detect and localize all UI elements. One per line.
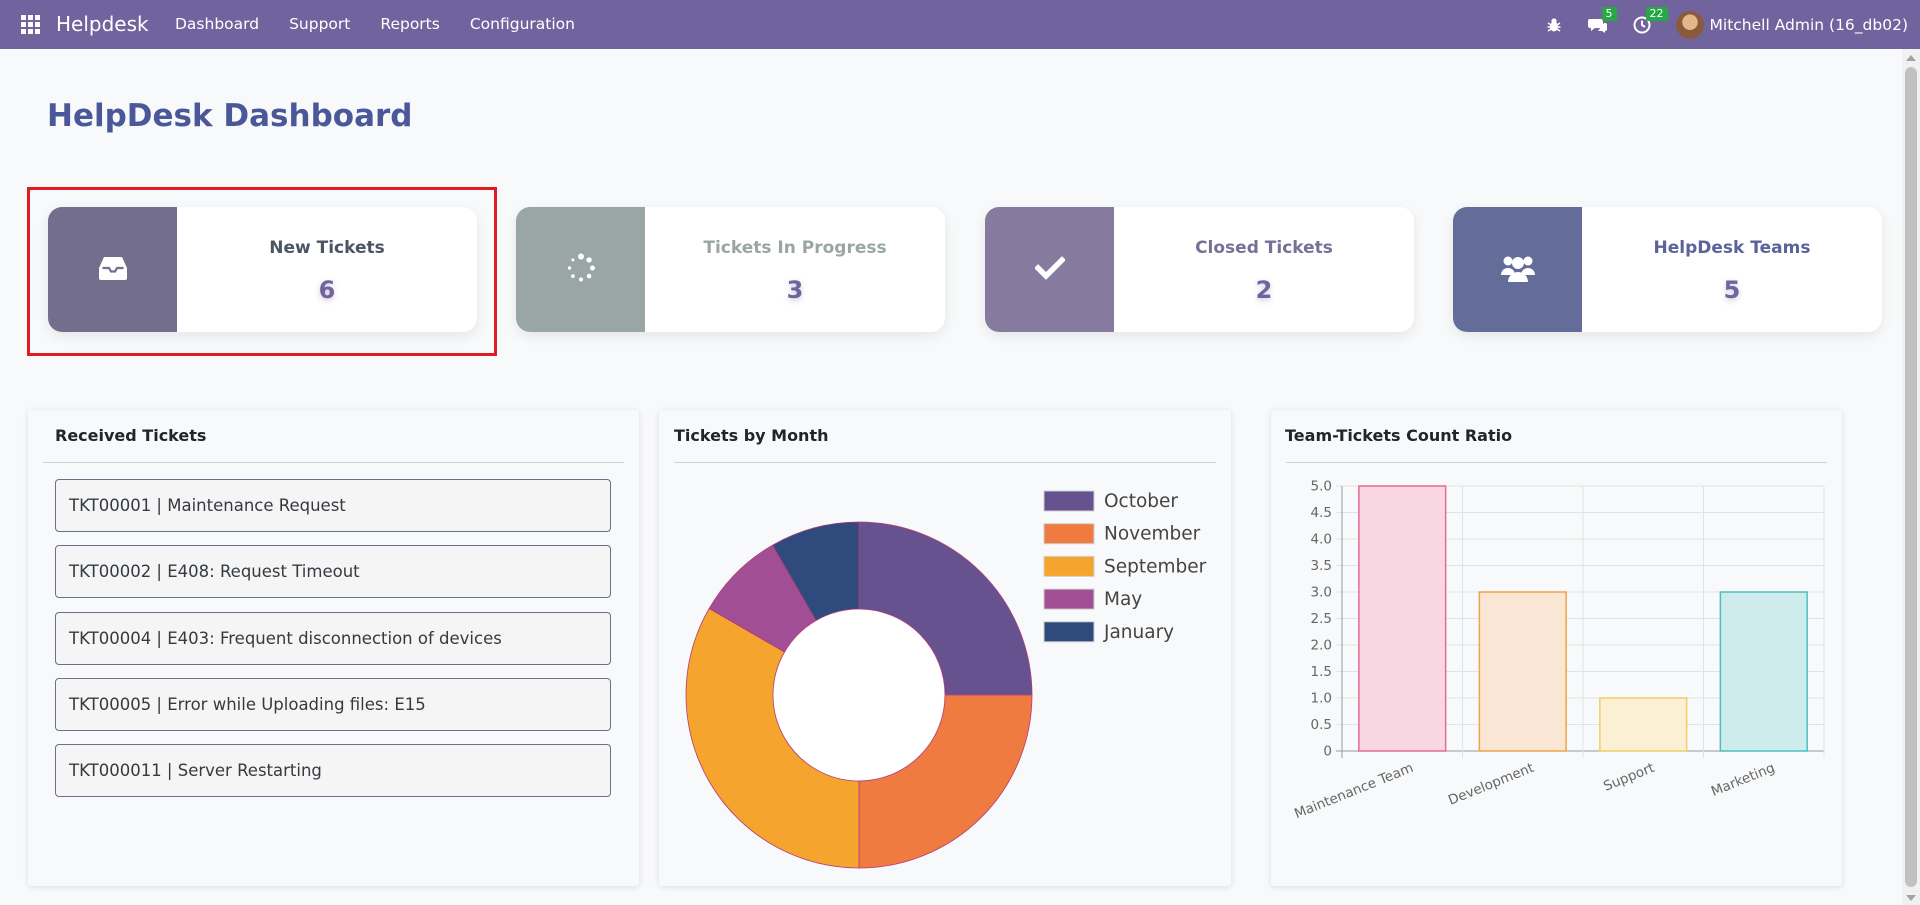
y-tick-label: 0 [1323,744,1332,760]
inbox-icon [98,255,128,285]
legend-label[interactable]: January [1103,622,1174,643]
legend-label[interactable]: May [1104,589,1142,610]
y-tick-label: 4.5 [1311,505,1332,521]
ticket-item[interactable]: TKT000011 | Server Restarting [55,744,611,797]
y-tick-label: 2.5 [1311,611,1332,627]
menu-configuration[interactable]: Configuration [469,15,575,33]
legend-swatch [1043,555,1095,577]
legend-swatch [1043,490,1095,512]
navbar-systray: 5 22 Mitchell Admin (16_db02) [1544,0,1920,49]
menu-support[interactable]: Support [289,15,351,33]
activities-badge: 22 [1645,6,1668,21]
card-value: 5 [1723,275,1741,304]
card-label: Closed Tickets [1195,237,1333,258]
ticket-item[interactable]: TKT00005 | Error while Uploading files: … [55,678,611,731]
received-tickets-panel: Received Tickets TKT00001 | Maintenance … [28,410,639,886]
menu-reports[interactable]: Reports [380,15,440,33]
panel-title: Team-Tickets Count Ratio [1285,426,1513,445]
ticket-item[interactable]: TKT00002 | E408: Request Timeout [55,545,611,598]
helpdesk-teams-card[interactable]: HelpDesk Teams 5 [1453,207,1882,332]
menu-dashboard[interactable]: Dashboard [175,15,260,33]
closed-tickets-card[interactable]: Closed Tickets 2 [985,207,1414,332]
legend-swatch [1043,588,1095,610]
card-value: 6 [318,275,336,304]
donut-hole [774,610,944,780]
chat-icon[interactable]: 5 [1587,6,1617,35]
scroll-down-arrow-icon[interactable] [1906,895,1916,901]
legend-swatch [1043,523,1095,545]
card-value: 2 [1255,275,1273,304]
main-menu: Dashboard Support Reports Configuration [175,15,605,33]
legend-label[interactable]: September [1104,556,1207,577]
app-brand[interactable]: Helpdesk [56,12,149,36]
y-tick-label: 1.0 [1311,691,1332,707]
avatar[interactable] [1675,10,1704,39]
ticket-item[interactable]: TKT00001 | Maintenance Request [55,479,611,532]
user-menu[interactable]: Mitchell Admin (16_db02) [1709,15,1908,34]
ticket-item[interactable]: TKT00004 | E403: Frequent disconnection … [55,612,611,665]
panel-title: Tickets by Month [674,426,829,445]
bar-maintenance-team[interactable] [1358,485,1447,752]
x-tick-label: Development [1446,760,1536,809]
card-value: 3 [786,275,804,304]
team-tickets-panel: Team-Tickets Count Ratio 0 0.5 1.0 1.5 2.0 2.… [1271,410,1842,886]
x-tick-label: Support [1601,760,1656,795]
new-tickets-card[interactable]: New Tickets 6 [48,207,477,332]
check-icon [1033,255,1066,284]
tickets-by-month-panel: Tickets by Month October November Septembe… [659,410,1231,886]
spinner-icon [566,253,596,287]
y-tick-label: 3.0 [1311,585,1332,601]
page-scrollbar[interactable] [1902,49,1920,905]
team-tickets-chart: 0 0.5 1.0 1.5 2.0 2.5 3.0 3.5 4.0 4.5 5.0 Maintenan… [1292,479,1825,822]
donut-slice-november[interactable] [858,694,1033,869]
card-icon-area [516,207,645,332]
top-navbar: Helpdesk Dashboard Support Reports Confi… [0,0,1920,49]
panel-title: Received Tickets [55,426,207,445]
bar-support[interactable] [1599,697,1688,752]
messages-badge: 5 [1601,6,1617,21]
x-tick-label: Maintenance Team [1292,760,1416,822]
card-icon-area [985,207,1114,332]
legend-swatch [1043,621,1095,643]
bar-development[interactable] [1478,591,1567,752]
apps-grid-icon[interactable] [21,15,40,34]
bar-marketing[interactable] [1719,591,1808,752]
scroll-thumb[interactable] [1905,67,1917,887]
panel-divider [1286,462,1827,463]
card-label: HelpDesk Teams [1653,237,1811,258]
y-tick-label: 1.5 [1311,664,1332,680]
tickets-in-progress-card[interactable]: Tickets In Progress 3 [516,207,945,332]
y-tick-label: 4.0 [1311,532,1332,548]
y-tick-label: 2.0 [1311,638,1332,654]
panel-divider [43,462,624,463]
users-icon [1500,253,1536,287]
scroll-up-arrow-icon[interactable] [1906,55,1916,61]
bug-icon[interactable] [1544,15,1564,35]
y-tick-label: 3.5 [1311,558,1332,574]
tickets-by-month-chart: October November September May January [685,490,1207,869]
legend-label[interactable]: November [1104,524,1201,545]
clock-icon[interactable]: 22 [1632,6,1668,35]
card-label: Tickets In Progress [703,237,887,258]
card-icon-area [1453,207,1582,332]
donut-slice-september[interactable] [685,607,860,869]
y-tick-label: 5.0 [1311,479,1332,495]
panel-divider [674,462,1216,463]
page-title: HelpDesk Dashboard [47,98,413,134]
card-label: New Tickets [269,237,385,258]
legend-label[interactable]: October [1104,491,1178,512]
x-tick-label: Marketing [1709,760,1777,800]
donut-slice-january[interactable] [771,521,860,622]
y-tick-label: 0.5 [1311,717,1332,733]
donut-slice-october[interactable] [858,521,1033,696]
card-icon-area [48,207,177,332]
